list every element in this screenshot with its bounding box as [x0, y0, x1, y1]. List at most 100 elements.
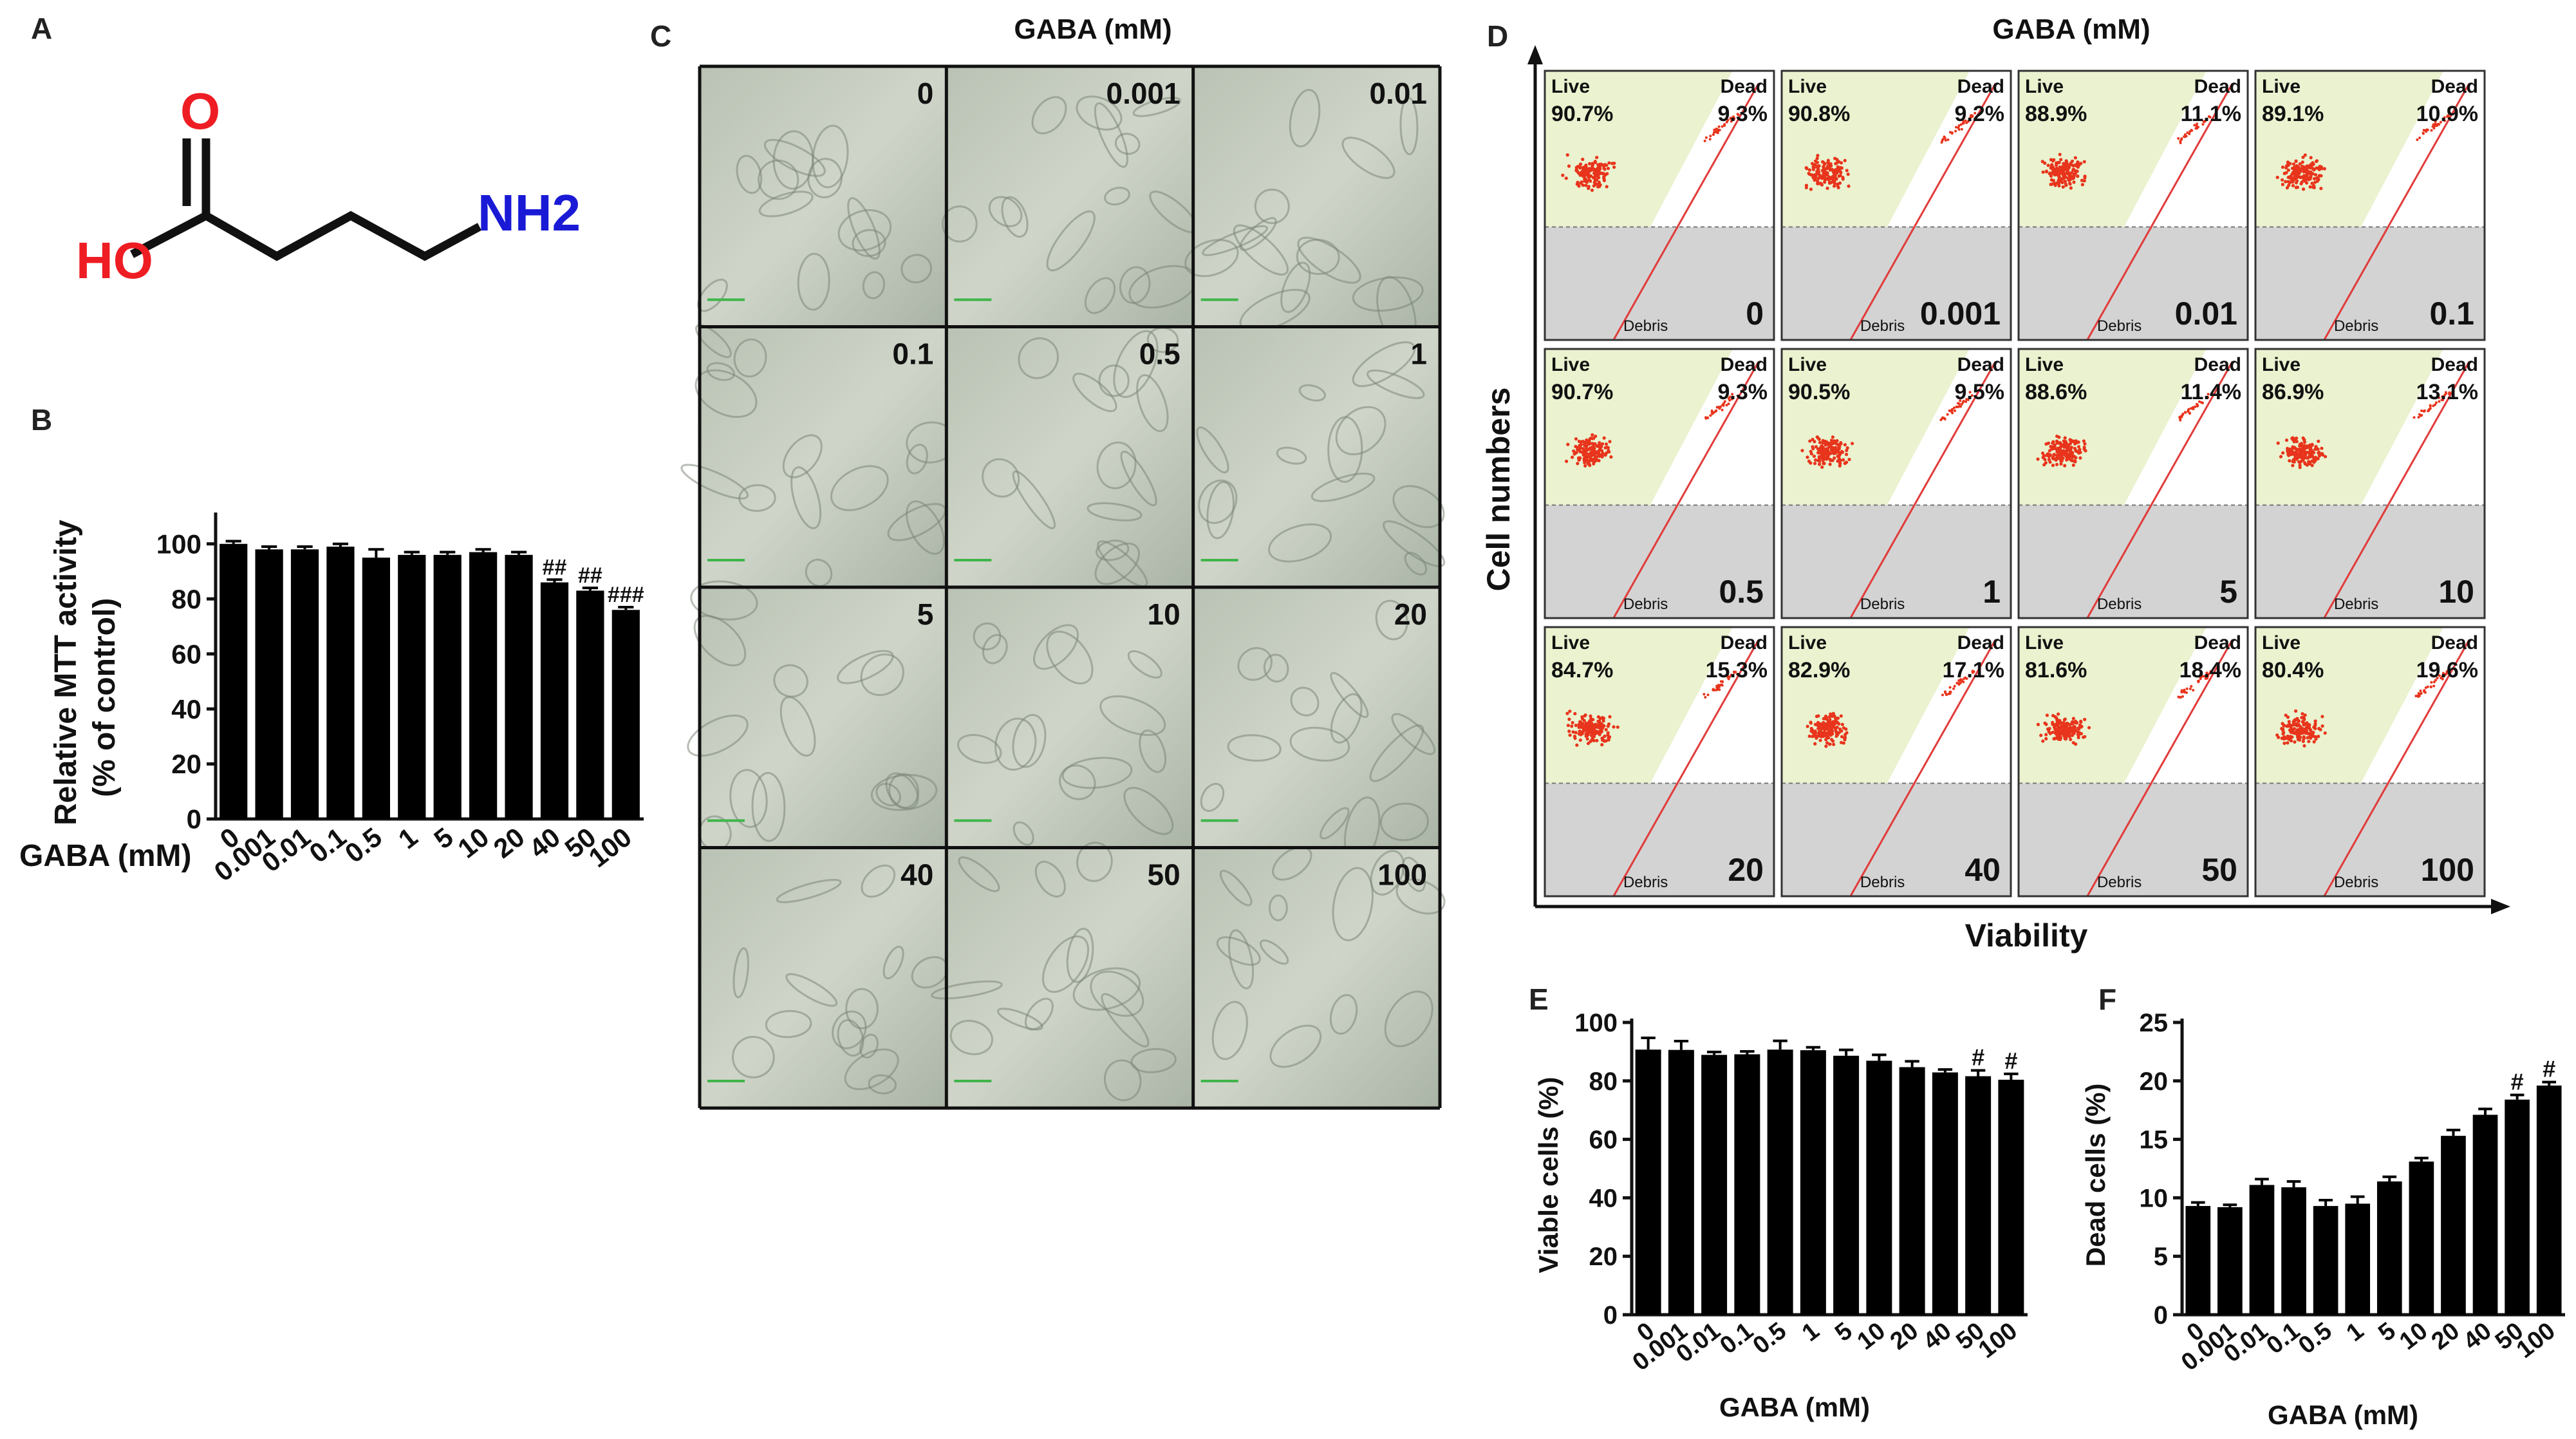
panel-b-letter: B	[31, 403, 52, 437]
dead-event	[2438, 400, 2441, 403]
live-event	[1576, 462, 1580, 466]
cell-outline	[1216, 936, 1261, 966]
dead-event	[1968, 675, 1972, 678]
live-event	[2072, 180, 2076, 184]
cell-outline	[1087, 502, 1143, 522]
f-category-label: 100	[2512, 1317, 2561, 1364]
live-event	[1592, 447, 1596, 451]
dead-event	[2417, 416, 2420, 419]
cell-outline	[1276, 446, 1307, 465]
live-event	[2299, 167, 2302, 171]
micrograph-cell: 0.001	[942, 66, 1198, 327]
cell-outline	[763, 138, 826, 177]
live-event	[2303, 713, 2307, 717]
b-bar	[290, 549, 319, 819]
dead-percent: 15.3%	[1706, 658, 1768, 682]
cell-outline	[1352, 341, 1416, 388]
dead-event	[1704, 136, 1708, 139]
micrograph-image	[946, 66, 1193, 327]
micrograph-cell: 1	[1193, 326, 1446, 587]
live-event	[1847, 184, 1851, 188]
f-xlabel: GABA (mM)	[2268, 1400, 2418, 1430]
live-event	[2071, 463, 2075, 467]
d-x-arrowhead	[2491, 899, 2510, 914]
live-event	[2308, 735, 2312, 738]
live-event	[2314, 735, 2318, 739]
cell-outline	[862, 271, 886, 299]
live-event	[2323, 731, 2327, 735]
flow-concentration-label: 10	[2438, 574, 2474, 610]
live-event	[2039, 733, 2043, 737]
cell-outline	[1041, 935, 1090, 993]
dead-event	[1955, 405, 1958, 408]
micrograph-concentration-label: 20	[1394, 597, 1427, 631]
live-event	[1817, 182, 1821, 185]
dead-percent: 11.4%	[2180, 380, 2241, 404]
live-event	[2062, 170, 2066, 174]
dead-percent: 18.4%	[2179, 658, 2241, 682]
live-event	[1574, 724, 1578, 728]
live-event	[1813, 178, 1816, 182]
dead-event	[1723, 123, 1726, 126]
live-event	[2291, 162, 2296, 166]
live-event	[2320, 724, 2324, 728]
flow-plot: Live 89.1% Dead 10.9% Debris 0.1	[2254, 70, 2486, 341]
dead-label: Dead	[2431, 632, 2478, 654]
cell-outline	[887, 503, 946, 541]
dead-event	[1955, 682, 1959, 685]
live-event	[2287, 449, 2291, 454]
live-event	[1594, 455, 1598, 459]
flow-plot-border	[1780, 70, 2012, 341]
live-event	[2070, 720, 2074, 725]
live-event	[1601, 164, 1606, 168]
cell-outline	[1046, 210, 1096, 272]
dead-event	[2447, 392, 2450, 395]
e-ytick-label: 60	[1589, 1126, 1618, 1154]
dead-event	[2432, 684, 2436, 688]
live-event	[2087, 726, 2091, 729]
live-event	[1581, 157, 1585, 162]
live-event	[2290, 437, 2294, 440]
dead-event	[1712, 133, 1715, 136]
cell-outline	[1120, 450, 1157, 507]
live-event	[1814, 445, 1818, 449]
cell-outline	[1404, 552, 1428, 576]
cell-outline	[1103, 1059, 1142, 1102]
flow-concentration-label: 0.5	[1719, 574, 1764, 610]
live-event	[2298, 735, 2302, 739]
live-event	[1807, 459, 1811, 463]
live-percent: 90.7%	[1551, 102, 1613, 126]
dead-event	[2210, 392, 2214, 395]
cell-outline	[729, 769, 768, 828]
live-event	[1578, 162, 1583, 166]
live-event	[2077, 727, 2081, 731]
live-event	[1838, 462, 1842, 466]
flow-concentration-label: 0.01	[2175, 296, 2237, 332]
live-event	[2083, 176, 2087, 180]
cell-outline	[1227, 929, 1255, 990]
live-event	[1564, 176, 1568, 180]
dead-event	[2202, 120, 2205, 123]
dead-event	[2184, 411, 2187, 414]
e-bar	[1701, 1055, 1728, 1315]
f-ytick-label: 25	[2140, 1009, 2169, 1037]
cell-outline	[1219, 869, 1253, 907]
live-event	[1843, 443, 1847, 447]
flow-plot: Live 90.7% Dead 9.3% Debris 0	[1544, 70, 1775, 341]
live-event	[2057, 174, 2061, 178]
dead-event	[2418, 136, 2422, 140]
e-bar	[1734, 1054, 1760, 1315]
dead-event	[2419, 414, 2422, 417]
f-ytick-label: 10	[2140, 1184, 2169, 1212]
dead-event	[1721, 681, 1724, 684]
dead-event	[2204, 677, 2207, 681]
live-event	[1604, 728, 1608, 731]
dead-event	[2434, 120, 2437, 123]
live-event	[2056, 734, 2060, 738]
f-ytick-label: 0	[2154, 1301, 2168, 1330]
live-event	[1571, 720, 1574, 725]
live-event	[2064, 183, 2068, 187]
live-event	[2287, 183, 2291, 187]
f-bar	[2441, 1136, 2466, 1315]
